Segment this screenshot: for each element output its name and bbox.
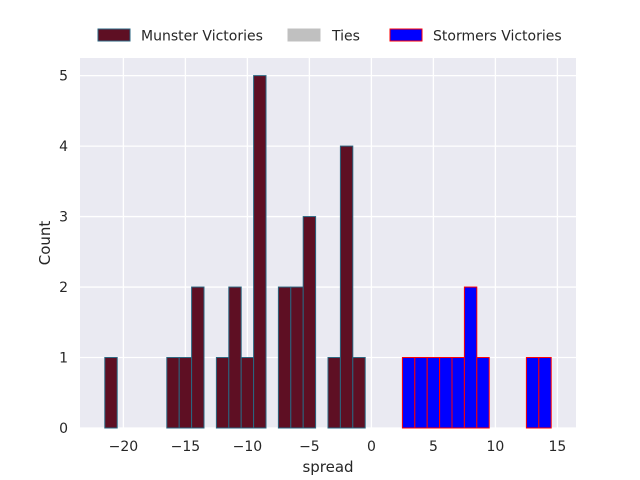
histogram-bar <box>401 357 416 429</box>
histogram-bar <box>426 357 441 429</box>
x-tick-label: 5 <box>429 439 438 455</box>
y-tick-label: 0 <box>59 421 68 437</box>
x-tick-label: −15 <box>171 439 201 455</box>
histogram-bar <box>302 216 317 429</box>
histogram-bar <box>352 357 366 429</box>
y-tick-labels: 0 1 2 3 4 5 <box>59 69 68 437</box>
x-tick-label: 15 <box>548 439 566 455</box>
histogram-bar <box>191 286 205 429</box>
y-axis-label: Count <box>36 221 54 266</box>
legend-label-ties: Ties <box>331 29 360 45</box>
legend-label-munster: Munster Victories <box>141 29 263 45</box>
histogram-bar <box>228 286 242 429</box>
histogram-bar <box>215 357 230 429</box>
y-tick-label: 4 <box>59 139 68 155</box>
legend-swatch-munster <box>97 28 131 42</box>
histogram-bar <box>538 357 552 429</box>
histogram-bar <box>463 286 478 429</box>
histogram-bar <box>327 357 341 429</box>
histogram-bar <box>240 357 255 429</box>
histogram-bar <box>439 357 453 429</box>
histogram-bar <box>339 145 354 429</box>
legend-label-stormers: Stormers Victories <box>433 29 562 45</box>
histogram-bar <box>104 357 118 429</box>
x-tick-label: 10 <box>486 439 504 455</box>
legend-swatch-stormers <box>389 28 423 42</box>
y-tick-label: 5 <box>59 69 68 85</box>
x-tick-labels: −20 −15 −10 −5 0 5 10 15 <box>109 439 567 455</box>
legend: Munster Victories Ties Stormers Victorie… <box>97 28 562 45</box>
y-tick-label: 1 <box>59 351 68 367</box>
x-tick-label: −5 <box>299 439 320 455</box>
y-tick-label: 3 <box>59 210 68 226</box>
histogram-bar <box>166 357 180 429</box>
x-axis-label: spread <box>302 458 353 476</box>
bars-group <box>104 75 552 429</box>
histogram-bar <box>253 75 267 429</box>
histogram-bar <box>525 357 540 429</box>
histogram-bar <box>277 286 292 429</box>
x-tick-label: 0 <box>367 439 376 455</box>
histogram-bar <box>414 357 428 429</box>
y-tick-label: 2 <box>59 280 68 296</box>
legend-swatch-ties <box>287 28 321 42</box>
histogram-bar <box>451 357 465 429</box>
x-tick-label: −20 <box>109 439 139 455</box>
histogram-bar <box>178 357 193 429</box>
histogram-bar <box>476 357 490 429</box>
x-tick-label: −10 <box>233 439 263 455</box>
histogram-bar <box>290 286 304 429</box>
